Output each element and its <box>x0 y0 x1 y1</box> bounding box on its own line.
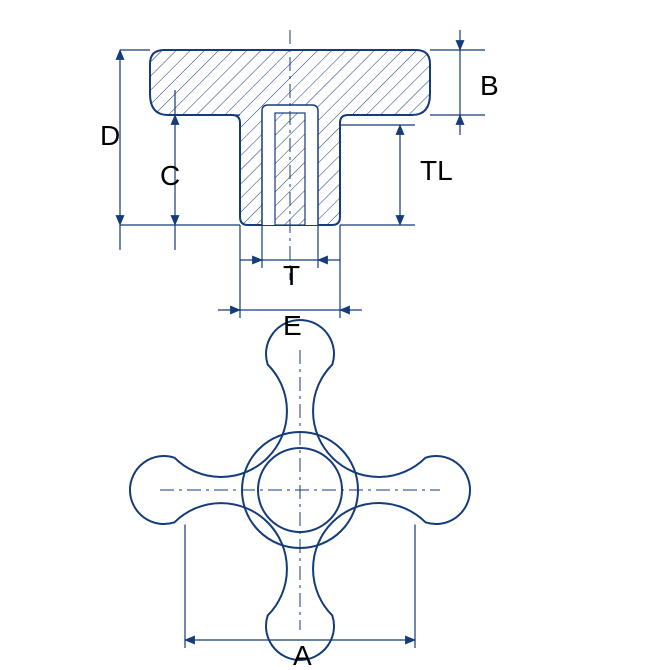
label-B: B <box>480 70 499 101</box>
label-C: C <box>160 160 180 191</box>
label-D: D <box>100 120 120 151</box>
label-A: A <box>293 640 312 670</box>
top-view <box>130 320 470 660</box>
label-T: T <box>283 260 300 291</box>
label-E: E <box>283 310 302 341</box>
side-view <box>0 0 430 280</box>
label-TL: TL <box>420 155 453 186</box>
technical-drawing: D C B TL TE A <box>0 0 670 670</box>
